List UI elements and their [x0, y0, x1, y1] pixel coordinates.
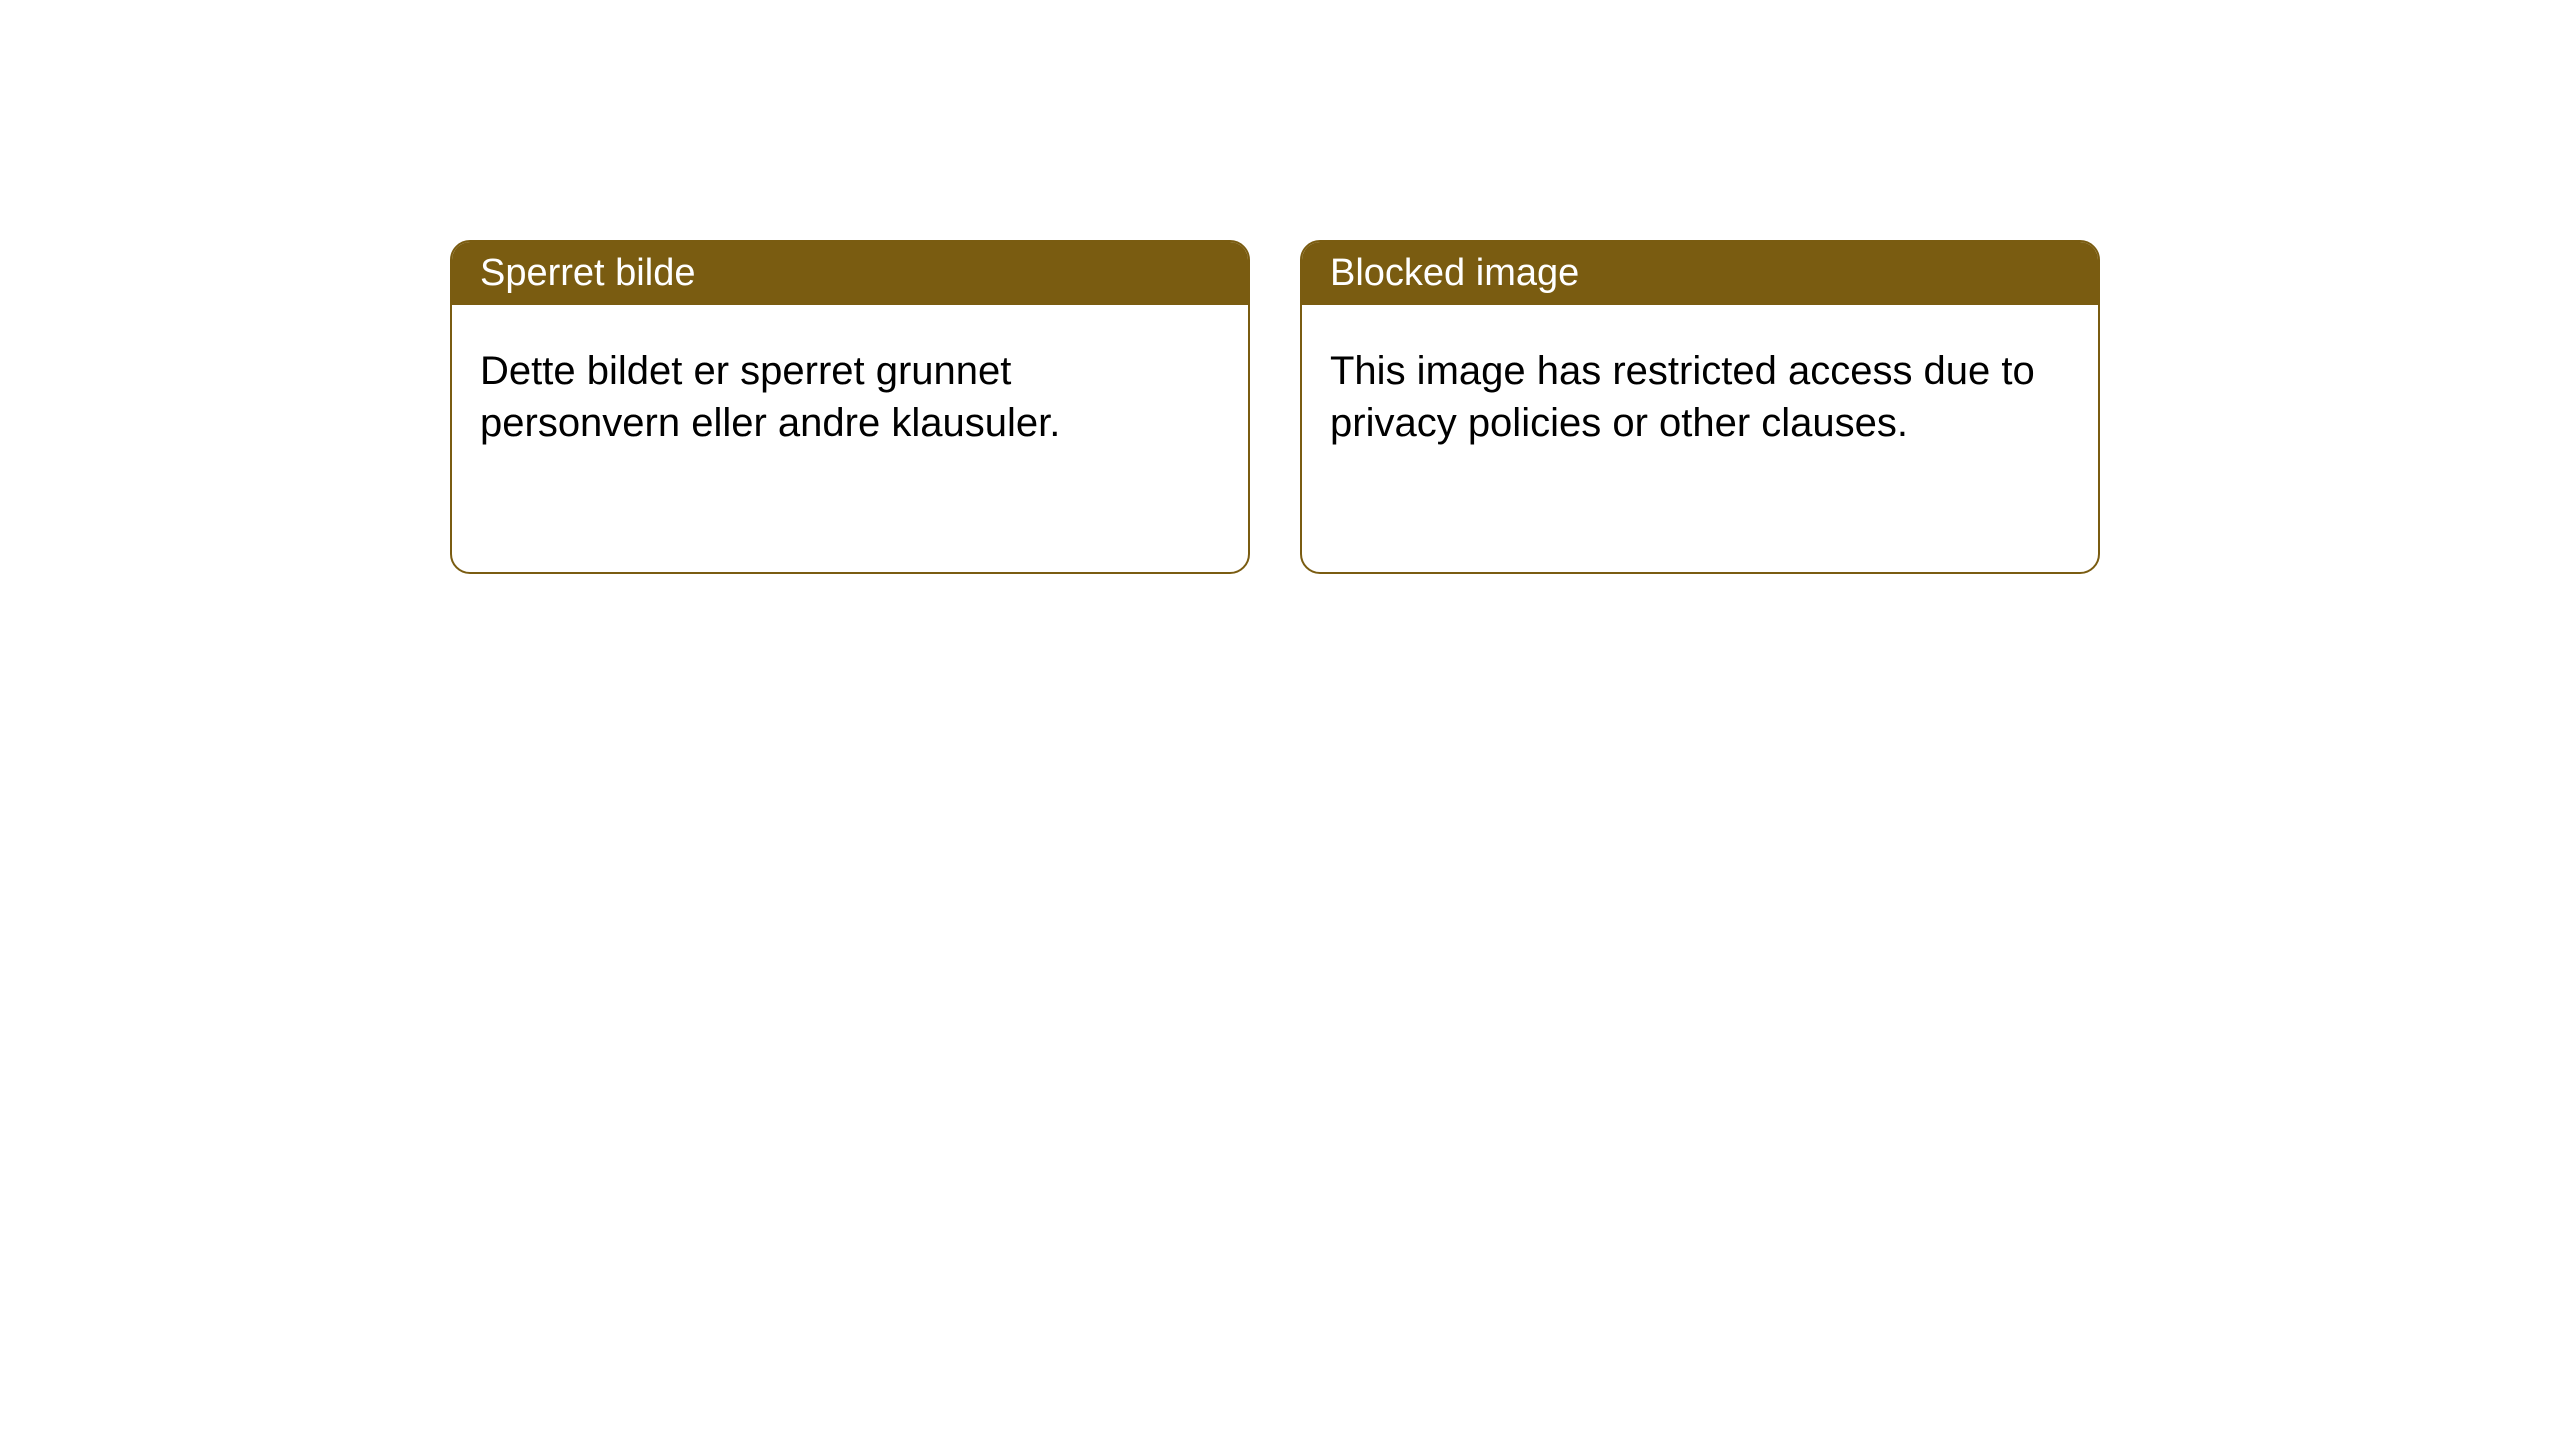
card-header-text: Sperret bilde — [480, 252, 695, 294]
card-header-text: Blocked image — [1330, 252, 1579, 294]
notice-container: Sperret bilde Dette bildet er sperret gr… — [0, 0, 2560, 574]
card-body-text: This image has restricted access due to … — [1330, 349, 2035, 445]
blocked-image-notice-no: Sperret bilde Dette bildet er sperret gr… — [450, 240, 1250, 574]
card-header: Blocked image — [1302, 242, 2098, 305]
card-body: This image has restricted access due to … — [1302, 305, 2098, 489]
card-body: Dette bildet er sperret grunnet personve… — [452, 305, 1248, 489]
card-body-text: Dette bildet er sperret grunnet personve… — [480, 349, 1060, 445]
blocked-image-notice-en: Blocked image This image has restricted … — [1300, 240, 2100, 574]
card-header: Sperret bilde — [452, 242, 1248, 305]
